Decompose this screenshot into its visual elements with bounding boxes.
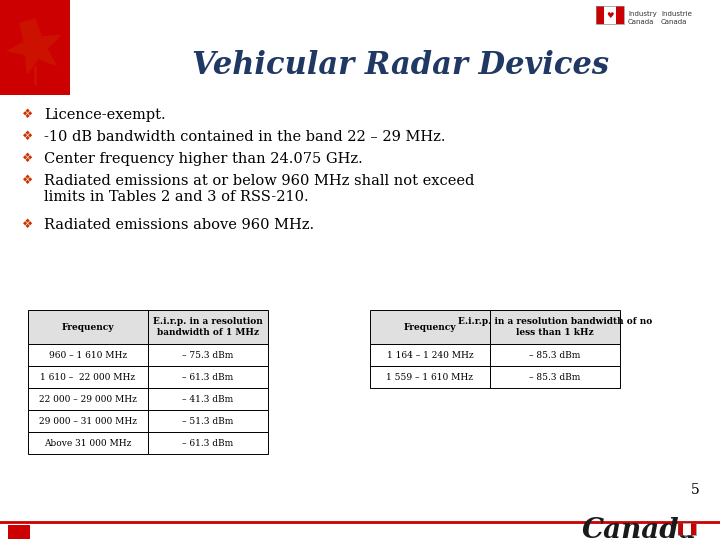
Bar [28,310,148,344]
Text: -10 dB bandwidth contained in the band 22 – 29 MHz.: -10 dB bandwidth contained in the band 2… [44,130,446,144]
Text: 1 610 –  22 000 MHz: 1 610 – 22 000 MHz [40,373,135,381]
Bar [490,310,620,344]
Bar [148,344,268,366]
Text: 960 – 1 610 MHz: 960 – 1 610 MHz [49,350,127,360]
Bar [370,366,490,388]
Text: – 85.3 dBm: – 85.3 dBm [529,373,581,381]
Text: – 41.3 dBm: – 41.3 dBm [182,395,233,403]
Text: E.i.r.p. in a resolution bandwidth of no
less than 1 kHz: E.i.r.p. in a resolution bandwidth of no… [458,318,652,337]
Bar [691,523,696,535]
Bar [148,432,268,454]
Bar [8,525,30,539]
Text: ❖: ❖ [22,130,34,143]
Text: ❖: ❖ [22,218,34,231]
Bar [28,432,148,454]
Text: 1 164 – 1 240 MHz: 1 164 – 1 240 MHz [387,350,473,360]
Bar [678,523,696,535]
Bar [28,388,148,410]
Bar [148,410,268,432]
Text: Industrie
Canada: Industrie Canada [661,11,692,24]
Text: Frequency: Frequency [62,322,114,332]
Bar [596,6,624,24]
Text: Above 31 000 MHz: Above 31 000 MHz [45,438,132,448]
Bar [683,523,691,535]
Text: ♥: ♥ [606,10,613,19]
Text: Radiated emissions above 960 MHz.: Radiated emissions above 960 MHz. [44,218,314,232]
Text: E.i.r.p. in a resolution
bandwidth of 1 MHz: E.i.r.p. in a resolution bandwidth of 1 … [153,318,263,337]
Bar [28,366,148,388]
Bar [616,6,624,24]
Text: – 61.3 dBm: – 61.3 dBm [182,438,233,448]
Text: 22 000 – 29 000 MHz: 22 000 – 29 000 MHz [39,395,137,403]
Bar [604,6,616,24]
Text: – 85.3 dBm: – 85.3 dBm [529,350,581,360]
Text: 1 559 – 1 610 MHz: 1 559 – 1 610 MHz [387,373,474,381]
Text: Frequency: Frequency [404,322,456,332]
Text: ❖: ❖ [22,174,34,187]
Text: 29 000 – 31 000 MHz: 29 000 – 31 000 MHz [39,416,137,426]
Polygon shape [7,19,60,74]
Text: – 61.3 dBm: – 61.3 dBm [182,373,233,381]
Text: – 51.3 dBm: – 51.3 dBm [182,416,234,426]
Text: Industry
Canada: Industry Canada [628,11,657,24]
Bar [490,366,620,388]
Text: ❖: ❖ [22,152,34,165]
Bar [596,6,604,24]
Bar [148,388,268,410]
Text: – 75.3 dBm: – 75.3 dBm [182,350,234,360]
Text: Vehicular Radar Devices: Vehicular Radar Devices [192,50,608,80]
Bar [28,410,148,432]
Bar [370,344,490,366]
Text: Canada: Canada [582,517,698,540]
Bar [28,344,148,366]
Text: Licence-exempt.: Licence-exempt. [44,108,166,122]
Bar [148,310,268,344]
Bar [148,366,268,388]
Text: Radiated emissions at or below 960 MHz shall not exceed
limits in Tables 2 and 3: Radiated emissions at or below 960 MHz s… [44,174,474,204]
Text: ❖: ❖ [22,108,34,121]
Bar [490,344,620,366]
Bar [0,0,70,95]
Bar [678,523,683,535]
Bar [370,310,490,344]
Text: Center frequency higher than 24.075 GHz.: Center frequency higher than 24.075 GHz. [44,152,363,166]
Text: 5: 5 [691,483,700,497]
